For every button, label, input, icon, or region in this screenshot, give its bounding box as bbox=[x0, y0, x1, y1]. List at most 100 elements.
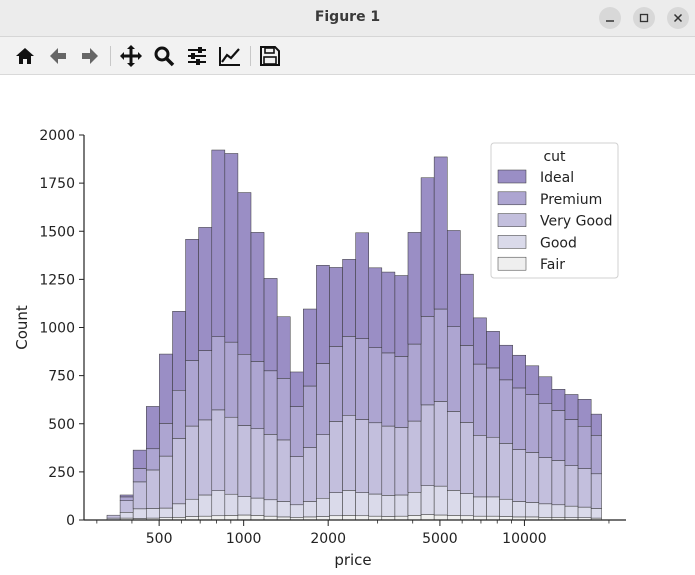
bar-good bbox=[132, 508, 147, 519]
bar-very-good bbox=[119, 500, 134, 513]
bar-ideal bbox=[564, 394, 579, 420]
legend-title: cut bbox=[543, 149, 566, 165]
bar-ideal bbox=[394, 275, 409, 357]
bar-ideal bbox=[159, 353, 173, 424]
bar-premium bbox=[590, 435, 602, 475]
bar-premium bbox=[303, 385, 317, 448]
home-button[interactable] bbox=[12, 43, 38, 69]
bar-very-good bbox=[590, 473, 602, 509]
bar-premium bbox=[551, 410, 566, 461]
bar-premium bbox=[146, 448, 160, 471]
bar-very-good bbox=[420, 404, 435, 486]
bar-premium bbox=[185, 360, 199, 427]
bar-ideal bbox=[407, 232, 422, 345]
bar-premium bbox=[132, 468, 147, 483]
bar-ideal bbox=[329, 267, 343, 347]
maximize-icon bbox=[639, 13, 649, 23]
bar-good bbox=[407, 492, 422, 516]
bar-premium bbox=[368, 347, 383, 424]
bar-premium bbox=[486, 367, 500, 438]
pan-button[interactable] bbox=[118, 43, 144, 69]
back-icon bbox=[50, 48, 66, 64]
bar-very-good bbox=[512, 449, 526, 502]
bar-premium bbox=[289, 406, 304, 457]
zoom-button[interactable] bbox=[151, 43, 177, 69]
bar-premium bbox=[525, 394, 540, 453]
bar-good bbox=[329, 492, 343, 517]
configure-subplots-button[interactable] bbox=[184, 43, 210, 69]
bar-good bbox=[355, 492, 369, 517]
bar-premium bbox=[538, 403, 553, 458]
bar-ideal bbox=[185, 239, 199, 361]
bar-very-good bbox=[224, 416, 239, 495]
bar-very-good bbox=[146, 469, 160, 509]
legend-label: Very Good bbox=[540, 214, 612, 230]
bar-good bbox=[381, 495, 396, 517]
bar-very-good bbox=[329, 421, 343, 493]
home-icon bbox=[16, 48, 34, 64]
bar-good bbox=[446, 490, 461, 516]
bar-good bbox=[368, 493, 383, 517]
bar-ideal bbox=[198, 227, 213, 351]
bar-good bbox=[590, 508, 602, 519]
bar-premium bbox=[499, 379, 513, 444]
legend-label: Ideal bbox=[540, 170, 574, 186]
y-tick-label: 1750 bbox=[39, 176, 75, 192]
edit-axis-button[interactable] bbox=[217, 43, 243, 69]
bar-good bbox=[250, 497, 265, 516]
bar-very-good bbox=[159, 455, 173, 509]
bar-good bbox=[224, 493, 239, 516]
bar-very-good bbox=[564, 465, 579, 507]
bar-fair bbox=[355, 515, 369, 521]
bar-very-good bbox=[172, 438, 186, 505]
bar-good bbox=[185, 498, 199, 517]
bar-very-good bbox=[473, 435, 487, 498]
bar-very-good bbox=[211, 409, 226, 491]
bar-fair bbox=[342, 515, 356, 521]
bar-good bbox=[198, 494, 213, 517]
save-button[interactable] bbox=[257, 43, 283, 69]
bar-ideal bbox=[263, 278, 278, 372]
bar-premium bbox=[460, 345, 474, 423]
bar-very-good bbox=[237, 425, 252, 497]
y-tick-label: 1250 bbox=[39, 272, 75, 288]
back-button[interactable] bbox=[45, 43, 71, 69]
bar-ideal bbox=[316, 265, 330, 364]
bar-good bbox=[512, 501, 526, 518]
chart-axes: 0 250 500 750 1000 1250 1500 1750 2000 500 1000 200… bbox=[13, 128, 626, 569]
toolbar-separator bbox=[110, 46, 111, 66]
bar-premium bbox=[237, 354, 252, 426]
chart-canvas[interactable]: 0 250 500 750 1000 1250 1500 1750 2000 500 1000 200… bbox=[0, 75, 695, 575]
bar-premium bbox=[276, 378, 291, 441]
close-button[interactable] bbox=[667, 7, 689, 29]
bar-fair bbox=[224, 515, 239, 521]
bar-ideal bbox=[224, 153, 239, 343]
forward-button[interactable] bbox=[77, 43, 103, 69]
bar-premium bbox=[420, 316, 435, 406]
legend-swatch bbox=[497, 213, 527, 227]
bar-very-good bbox=[407, 420, 422, 493]
bar-premium bbox=[473, 363, 487, 436]
bar-very-good bbox=[460, 422, 474, 494]
bar-ideal bbox=[525, 365, 540, 395]
legend-swatch bbox=[497, 169, 527, 184]
bar-fair bbox=[433, 514, 448, 521]
minimize-button[interactable] bbox=[599, 7, 621, 29]
bar-premium bbox=[316, 363, 330, 435]
bar-ideal bbox=[420, 177, 435, 317]
bar-very-good bbox=[381, 425, 396, 496]
bar-ideal bbox=[499, 344, 513, 381]
bar-very-good bbox=[368, 422, 383, 495]
y-tick-label: 2000 bbox=[39, 128, 75, 144]
bar-good bbox=[211, 490, 226, 517]
bar-very-good bbox=[525, 452, 540, 503]
maximize-button[interactable] bbox=[633, 7, 655, 29]
legend-swatch bbox=[497, 191, 527, 206]
bar-very-good bbox=[433, 401, 448, 487]
bar-good bbox=[525, 502, 540, 518]
bar-good bbox=[342, 490, 356, 516]
bar-ideal bbox=[276, 316, 291, 379]
bar-good bbox=[172, 503, 186, 518]
bar-premium bbox=[119, 496, 134, 501]
bar-very-good bbox=[446, 411, 461, 491]
